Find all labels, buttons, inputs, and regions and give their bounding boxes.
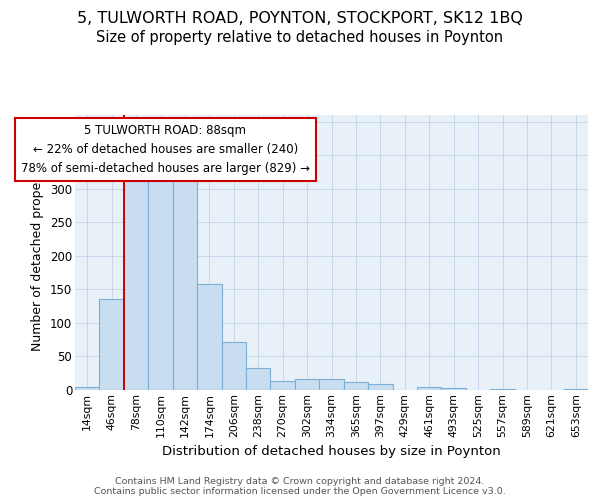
Text: Contains HM Land Registry data © Crown copyright and database right 2024.
Contai: Contains HM Land Registry data © Crown c… (94, 476, 506, 496)
Bar (100, 300, 124, 390)
Bar (124, 180, 148, 390)
Bar (368, 384, 392, 390)
Bar (148, 180, 173, 390)
Y-axis label: Number of detached properties: Number of detached properties (31, 154, 44, 351)
Bar (271, 382, 295, 390)
Bar (417, 388, 442, 390)
Bar (75, 386, 100, 390)
Bar (344, 382, 368, 390)
Bar (295, 380, 319, 390)
Text: 5, TULWORTH ROAD, POYNTON, STOCKPORT, SK12 1BQ: 5, TULWORTH ROAD, POYNTON, STOCKPORT, SK… (77, 11, 523, 26)
Bar (563, 388, 588, 390)
X-axis label: Distribution of detached houses by size in Poynton: Distribution of detached houses by size … (162, 445, 501, 458)
Bar (197, 284, 221, 390)
Bar (173, 178, 197, 390)
Text: Size of property relative to detached houses in Poynton: Size of property relative to detached ho… (97, 30, 503, 45)
Bar (442, 388, 466, 390)
Text: 5 TULWORTH ROAD: 88sqm
← 22% of detached houses are smaller (240)
78% of semi-de: 5 TULWORTH ROAD: 88sqm ← 22% of detached… (21, 124, 310, 176)
Bar (221, 342, 246, 390)
Bar (246, 368, 271, 390)
Bar (319, 380, 344, 390)
